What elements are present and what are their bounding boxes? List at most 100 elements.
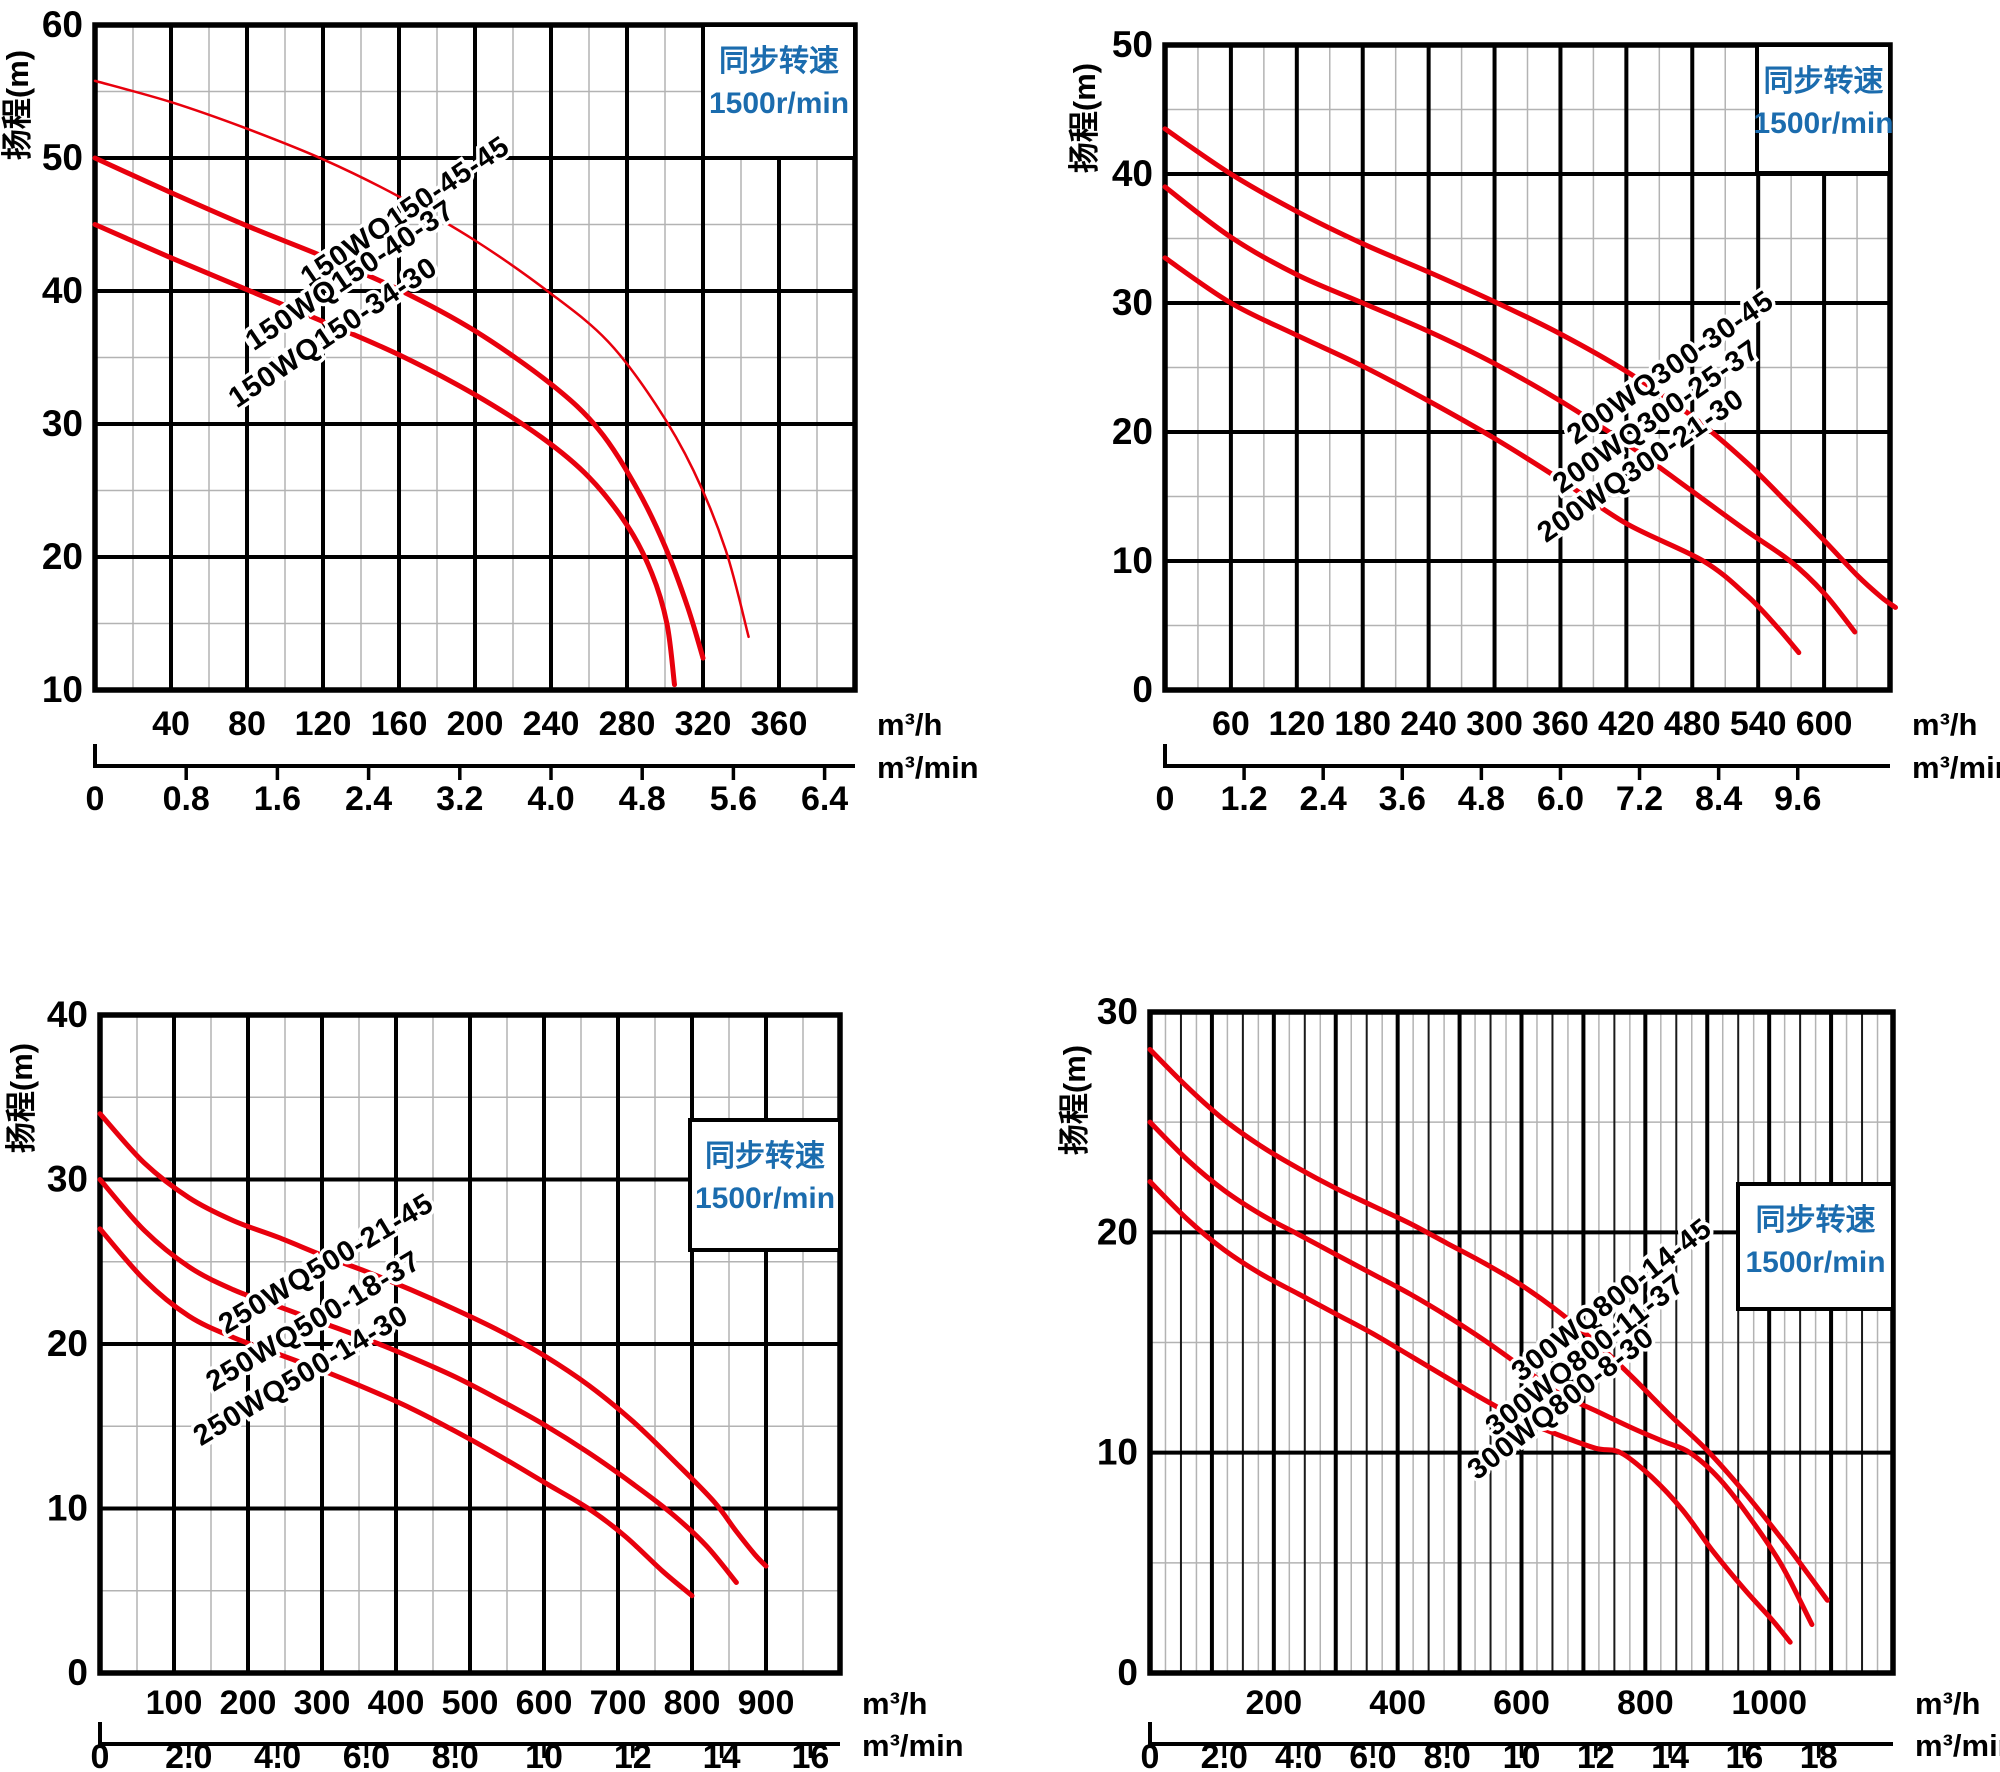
hour-axis-tick-label: 40 [152,705,190,743]
hour-axis-unit: m³/h [1915,1686,1980,1721]
plot-border [92,22,858,693]
minute-axis-tick-label: 8.4 [1695,780,1742,818]
minute-axis-tick-label: 8.0 [1424,1738,1471,1772]
y-axis-tick-label: 40 [47,994,88,1035]
y-axis-tick-label: 50 [42,137,83,178]
pump-curve [97,1111,769,1569]
plot-border [1162,42,1893,693]
hour-axis-tick-label: 160 [371,705,428,743]
hour-axis-tick-label: 200 [220,1684,277,1722]
minute-axis-tick-label: 2.0 [165,1738,212,1772]
minute-axis-tick-label: 1.2 [1220,780,1267,818]
y-axis-tick-label: 20 [1097,1211,1138,1252]
hour-axis-tick-label: 540 [1730,705,1787,743]
minute-axis-tick-label: 4.8 [1458,780,1505,818]
pump-curve [1147,1179,1793,1645]
minute-axis-tick-label: 6.4 [801,780,848,818]
hour-axis-tick-label: 80 [228,705,266,743]
plot-border [97,1012,843,1676]
minute-axis-unit: m³/min [1912,750,2000,785]
speed-badge-box [688,1118,842,1252]
minute-axis-tick-label: 2.0 [1201,1738,1248,1772]
pump-curve [1162,255,1802,656]
minute-axis-tick-label: 18 [1800,1738,1838,1772]
y-axis-tick-label: 30 [42,403,83,444]
y-axis-title: 扬程(m) [4,1043,39,1153]
minute-axis-tick-label: 14 [703,1738,741,1772]
minute-axis-tick-label: 0 [1141,1738,1160,1772]
minute-axis-tick-label: 9.6 [1774,780,1821,818]
hour-axis-tick-label: 600 [1493,1684,1550,1722]
hour-axis-tick-label: 900 [738,1684,795,1722]
minute-axis-tick-label: 4.0 [527,780,574,818]
hour-axis-tick-label: 180 [1334,705,1391,743]
hour-axis-tick-label: 360 [1532,705,1589,743]
hour-axis-tick-label: 400 [368,1684,425,1722]
hour-axis-tick-label: 300 [294,1684,351,1722]
hour-axis-tick-label: 600 [1796,705,1853,743]
minute-axis-tick-label: 6.0 [343,1738,390,1772]
hour-axis-unit: m³/h [1912,707,1977,742]
hour-axis-tick-label: 300 [1466,705,1523,743]
minute-axis-tick-label: 1.6 [254,780,301,818]
y-axis-tick-label: 30 [1097,991,1138,1032]
chart-150wq150: 同步转速1500r/min150WQ150-45-45150WQ150-40-3… [0,4,979,818]
minute-axis-unit: m³/min [877,750,979,785]
hour-axis-tick-label: 480 [1664,705,1721,743]
hour-axis-tick-label: 600 [516,1684,573,1722]
speed-badge-box [1755,43,1892,175]
hour-axis-tick-label: 120 [295,705,352,743]
pump-curve [1162,184,1858,635]
hour-axis-tick-label: 800 [664,1684,721,1722]
minute-axis-tick-label: 14 [1651,1738,1689,1772]
pump-curve [1162,126,1898,610]
hour-axis-tick-label: 200 [447,705,504,743]
minute-axis-tick-label: 16 [791,1738,829,1772]
y-axis-tick-label: 20 [47,1323,88,1364]
plot-border [1147,1009,1896,1676]
hour-axis-unit: m³/h [862,1686,927,1721]
minute-axis-line [1163,744,1890,768]
chart-250wq500: 同步转速1500r/min250WQ500-21-45250WQ500-18-3… [4,994,964,1772]
chart-200wq300: 同步转速1500r/min200WQ300-30-45200WQ300-25-3… [1067,24,2000,818]
y-axis-tick-label: 60 [42,4,83,45]
y-axis-tick-label: 10 [1112,540,1153,581]
pump-curve [1147,1046,1830,1603]
minute-axis-line [1148,1722,1893,1746]
y-axis-tick-label: 20 [1112,411,1153,452]
speed-note-cn: 同步转速 [705,1140,825,1173]
hour-axis-tick-label: 60 [1212,705,1250,743]
pump-curve [97,1177,739,1585]
minute-axis-tick-label: 7.2 [1616,780,1663,818]
chart-300wq800: 同步转速1500r/min300WQ800-14-45300WQ800-11-3… [1057,991,2000,1772]
hour-axis-tick-label: 800 [1617,1684,1674,1722]
pump-curve [92,222,677,688]
speed-note-rpm: 1500r/min [1753,107,1893,140]
y-axis-tick-label: 10 [1097,1432,1138,1473]
hour-axis-tick-label: 240 [523,705,580,743]
minute-axis-tick-label: 2.4 [1300,780,1347,818]
minute-axis-tick-label: 10 [1503,1738,1541,1772]
minute-axis-tick-label: 4.8 [619,780,666,818]
hour-axis-unit: m³/h [877,707,942,742]
minute-axis-tick-label: 2.4 [345,780,392,818]
minute-axis-tick-label: 16 [1725,1738,1763,1772]
hour-axis-tick-label: 100 [146,1684,203,1722]
minute-axis-tick-label: 0 [86,780,105,818]
minute-axis-tick-label: 4.0 [1275,1738,1322,1772]
y-axis-tick-label: 0 [67,1652,88,1693]
minute-axis-tick-label: 8.0 [432,1738,479,1772]
y-axis-tick-label: 30 [47,1159,88,1200]
hour-axis-tick-label: 120 [1268,705,1325,743]
hour-axis-tick-label: 1000 [1731,1684,1807,1722]
hour-axis-tick-label: 240 [1400,705,1457,743]
speed-note-cn: 同步转速 [719,45,839,78]
speed-note-rpm: 1500r/min [709,87,849,120]
y-axis-tick-label: 10 [47,1488,88,1529]
minute-axis-tick-label: 6.0 [1537,780,1584,818]
minute-axis-line [93,744,855,768]
minute-axis-tick-label: 0.8 [163,780,210,818]
hour-axis-tick-label: 500 [442,1684,499,1722]
hour-axis-tick-label: 280 [599,705,656,743]
